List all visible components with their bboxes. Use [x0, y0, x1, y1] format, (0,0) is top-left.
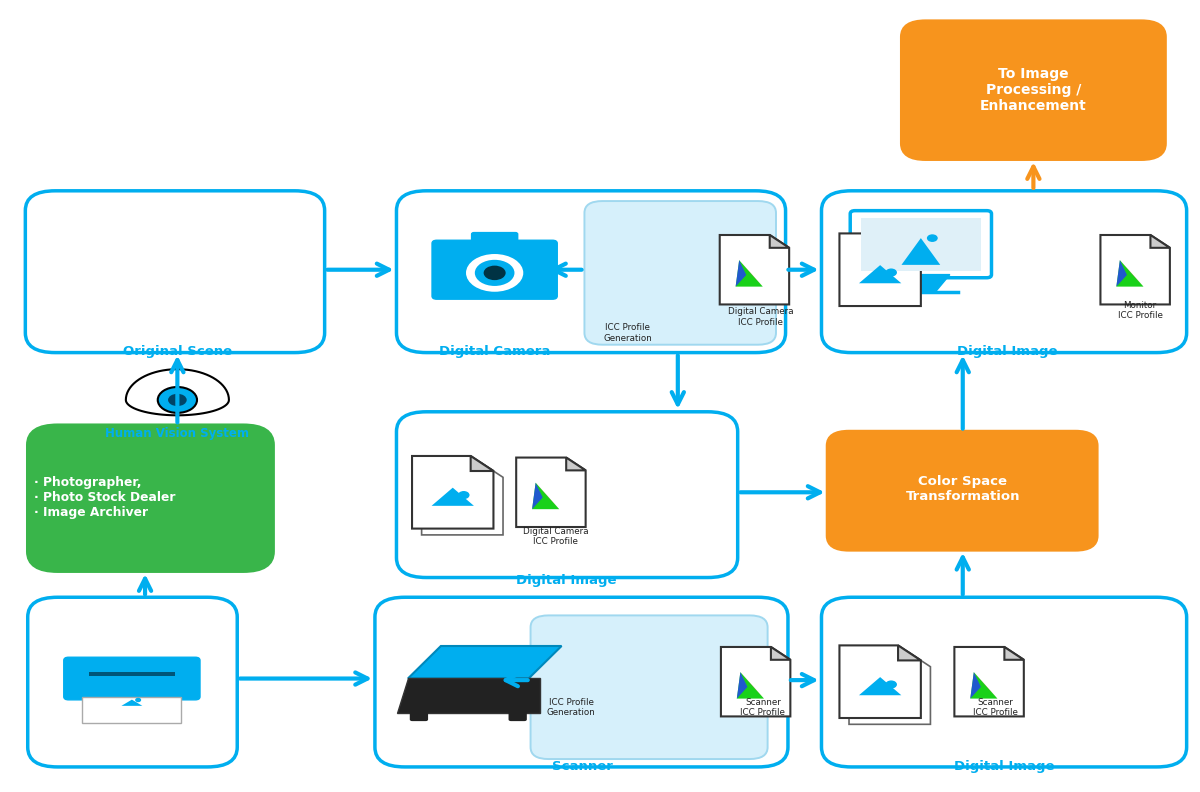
Polygon shape — [1116, 260, 1127, 287]
FancyBboxPatch shape — [64, 657, 200, 700]
Text: Digital Camera: Digital Camera — [439, 345, 551, 358]
Text: Digital Image: Digital Image — [954, 760, 1055, 773]
Polygon shape — [432, 488, 474, 506]
Polygon shape — [840, 645, 920, 718]
Text: Monitor
ICC Profile: Monitor ICC Profile — [1117, 301, 1163, 321]
FancyBboxPatch shape — [374, 597, 788, 767]
Polygon shape — [1120, 260, 1144, 287]
Text: Digital Camera
ICC Profile: Digital Camera ICC Profile — [727, 307, 793, 327]
Polygon shape — [898, 645, 920, 661]
Polygon shape — [739, 260, 763, 287]
Circle shape — [168, 394, 187, 406]
Text: Digital Camera
ICC Profile: Digital Camera ICC Profile — [523, 527, 588, 546]
Circle shape — [136, 699, 140, 702]
Circle shape — [475, 260, 515, 286]
Polygon shape — [470, 456, 493, 471]
Polygon shape — [740, 672, 764, 699]
Polygon shape — [737, 672, 764, 699]
FancyBboxPatch shape — [409, 711, 428, 721]
Polygon shape — [898, 234, 920, 249]
Polygon shape — [397, 679, 540, 713]
FancyBboxPatch shape — [530, 615, 768, 759]
Polygon shape — [121, 699, 143, 706]
Polygon shape — [901, 238, 941, 265]
Polygon shape — [1100, 235, 1170, 304]
FancyBboxPatch shape — [860, 218, 980, 271]
Circle shape — [928, 235, 937, 242]
Polygon shape — [412, 456, 493, 528]
FancyBboxPatch shape — [432, 240, 557, 299]
Polygon shape — [535, 482, 559, 509]
FancyBboxPatch shape — [396, 191, 786, 352]
Circle shape — [886, 681, 896, 687]
Polygon shape — [974, 672, 997, 699]
FancyBboxPatch shape — [83, 697, 181, 723]
FancyBboxPatch shape — [509, 711, 527, 721]
Polygon shape — [769, 235, 790, 248]
FancyBboxPatch shape — [822, 191, 1187, 352]
Text: Scanner
ICC Profile: Scanner ICC Profile — [740, 698, 785, 718]
Text: Digital Image: Digital Image — [516, 574, 617, 587]
Circle shape — [484, 265, 505, 280]
Text: Color Space
Transformation: Color Space Transformation — [906, 475, 1020, 503]
FancyBboxPatch shape — [828, 432, 1097, 550]
Text: Scanner
ICC Profile: Scanner ICC Profile — [973, 698, 1018, 718]
Polygon shape — [971, 672, 997, 699]
Text: To Image
Processing /
Enhancement: To Image Processing / Enhancement — [980, 67, 1087, 113]
FancyBboxPatch shape — [89, 672, 175, 676]
Circle shape — [157, 387, 197, 413]
Circle shape — [466, 254, 523, 291]
Polygon shape — [516, 458, 586, 527]
Polygon shape — [859, 677, 901, 695]
Text: Digital Image: Digital Image — [956, 345, 1057, 358]
Circle shape — [886, 269, 896, 276]
Polygon shape — [720, 235, 790, 304]
FancyBboxPatch shape — [396, 412, 738, 577]
FancyBboxPatch shape — [472, 233, 517, 247]
Text: ICC Profile
Generation: ICC Profile Generation — [604, 323, 652, 343]
FancyBboxPatch shape — [901, 21, 1165, 159]
Polygon shape — [954, 647, 1024, 717]
Polygon shape — [532, 482, 542, 509]
Polygon shape — [859, 265, 901, 284]
Polygon shape — [1116, 260, 1144, 287]
Polygon shape — [532, 482, 559, 509]
Text: · Photographer,
· Photo Stock Dealer
· Image Archiver: · Photographer, · Photo Stock Dealer · I… — [34, 475, 175, 519]
Polygon shape — [721, 647, 791, 717]
Polygon shape — [1151, 235, 1170, 248]
Text: Human Vision System: Human Vision System — [106, 427, 250, 440]
Text: ICC Profile
Generation: ICC Profile Generation — [547, 698, 595, 718]
Circle shape — [458, 492, 469, 498]
Polygon shape — [736, 260, 763, 287]
Polygon shape — [737, 672, 748, 699]
Polygon shape — [736, 260, 746, 287]
FancyBboxPatch shape — [851, 211, 991, 278]
Polygon shape — [840, 234, 920, 306]
Polygon shape — [850, 652, 930, 725]
Text: Scanner: Scanner — [552, 760, 612, 773]
Polygon shape — [971, 672, 980, 699]
Polygon shape — [1004, 647, 1024, 660]
Polygon shape — [126, 369, 229, 415]
FancyBboxPatch shape — [584, 201, 776, 345]
Text: Original Scene: Original Scene — [122, 345, 232, 358]
FancyBboxPatch shape — [28, 597, 238, 767]
FancyBboxPatch shape — [25, 191, 325, 352]
Polygon shape — [566, 458, 586, 470]
Polygon shape — [421, 463, 503, 535]
Polygon shape — [892, 275, 950, 292]
FancyBboxPatch shape — [822, 597, 1187, 767]
Polygon shape — [770, 647, 791, 660]
FancyBboxPatch shape — [28, 425, 274, 571]
Polygon shape — [408, 646, 562, 679]
